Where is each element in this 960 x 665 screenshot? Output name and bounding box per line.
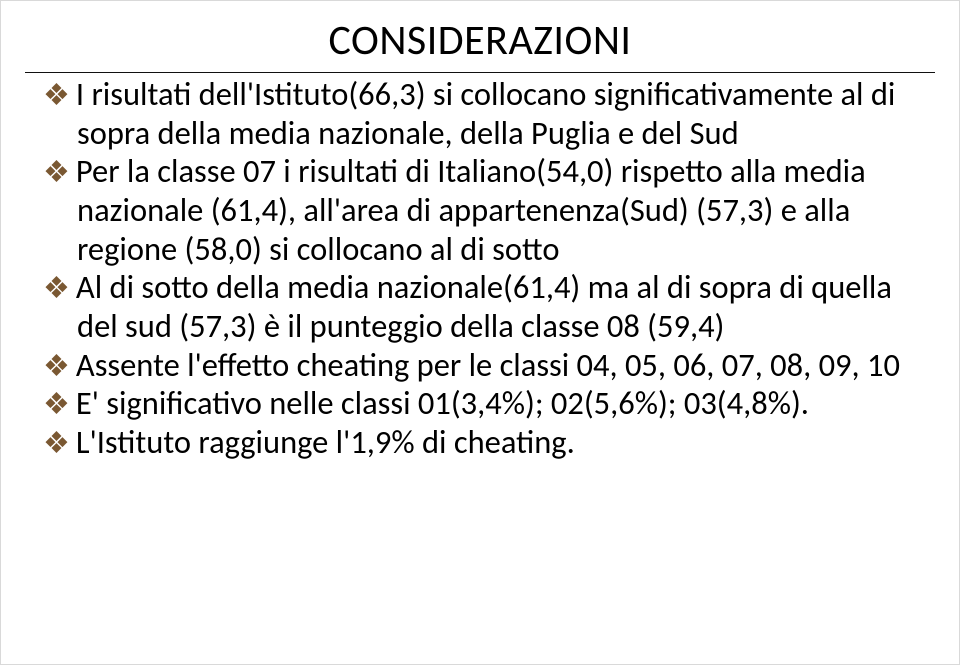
bullet-text: Per la classe 07 i risultati di Italiano… [76, 151, 866, 268]
slide-title: CONSIDERAZIONI [25, 15, 935, 72]
bullet-text: Assente l'effetto cheating per le classi… [76, 345, 900, 385]
bullet-text: L'Istituto raggiunge l'1,9% di cheating. [76, 422, 575, 462]
bullet-text: E' significativo nelle classi 01(3,4%); … [76, 383, 809, 423]
bullet-item: ❖I risultati dell'Istituto(66,3) si coll… [43, 75, 935, 152]
bullet-item: ❖E' significativo nelle classi 01(3,4%);… [43, 384, 935, 423]
bullet-item: ❖Per la classe 07 i risultati di Italian… [43, 152, 935, 268]
title-rule [25, 72, 935, 73]
bullet-text: I risultati dell'Istituto(66,3) si collo… [76, 74, 895, 153]
bullet-glyph-icon: ❖ [43, 154, 76, 191]
bullet-glyph-icon: ❖ [43, 77, 76, 114]
bullet-glyph-icon: ❖ [43, 270, 76, 307]
bullet-glyph-icon: ❖ [43, 425, 76, 462]
slide-container: CONSIDERAZIONI ❖I risultati dell'Istitut… [0, 0, 960, 665]
bullet-glyph-icon: ❖ [43, 386, 76, 423]
bullet-text: Al di sotto della media nazionale(61,4) … [76, 267, 892, 346]
bullet-item: ❖Al di sotto della media nazionale(61,4)… [43, 268, 935, 345]
bullet-list: ❖I risultati dell'Istituto(66,3) si coll… [25, 75, 935, 462]
bullet-glyph-icon: ❖ [43, 348, 76, 385]
bullet-item: ❖L'Istituto raggiunge l'1,9% di cheating… [43, 423, 935, 462]
bullet-item: ❖Assente l'effetto cheating per le class… [43, 346, 935, 385]
